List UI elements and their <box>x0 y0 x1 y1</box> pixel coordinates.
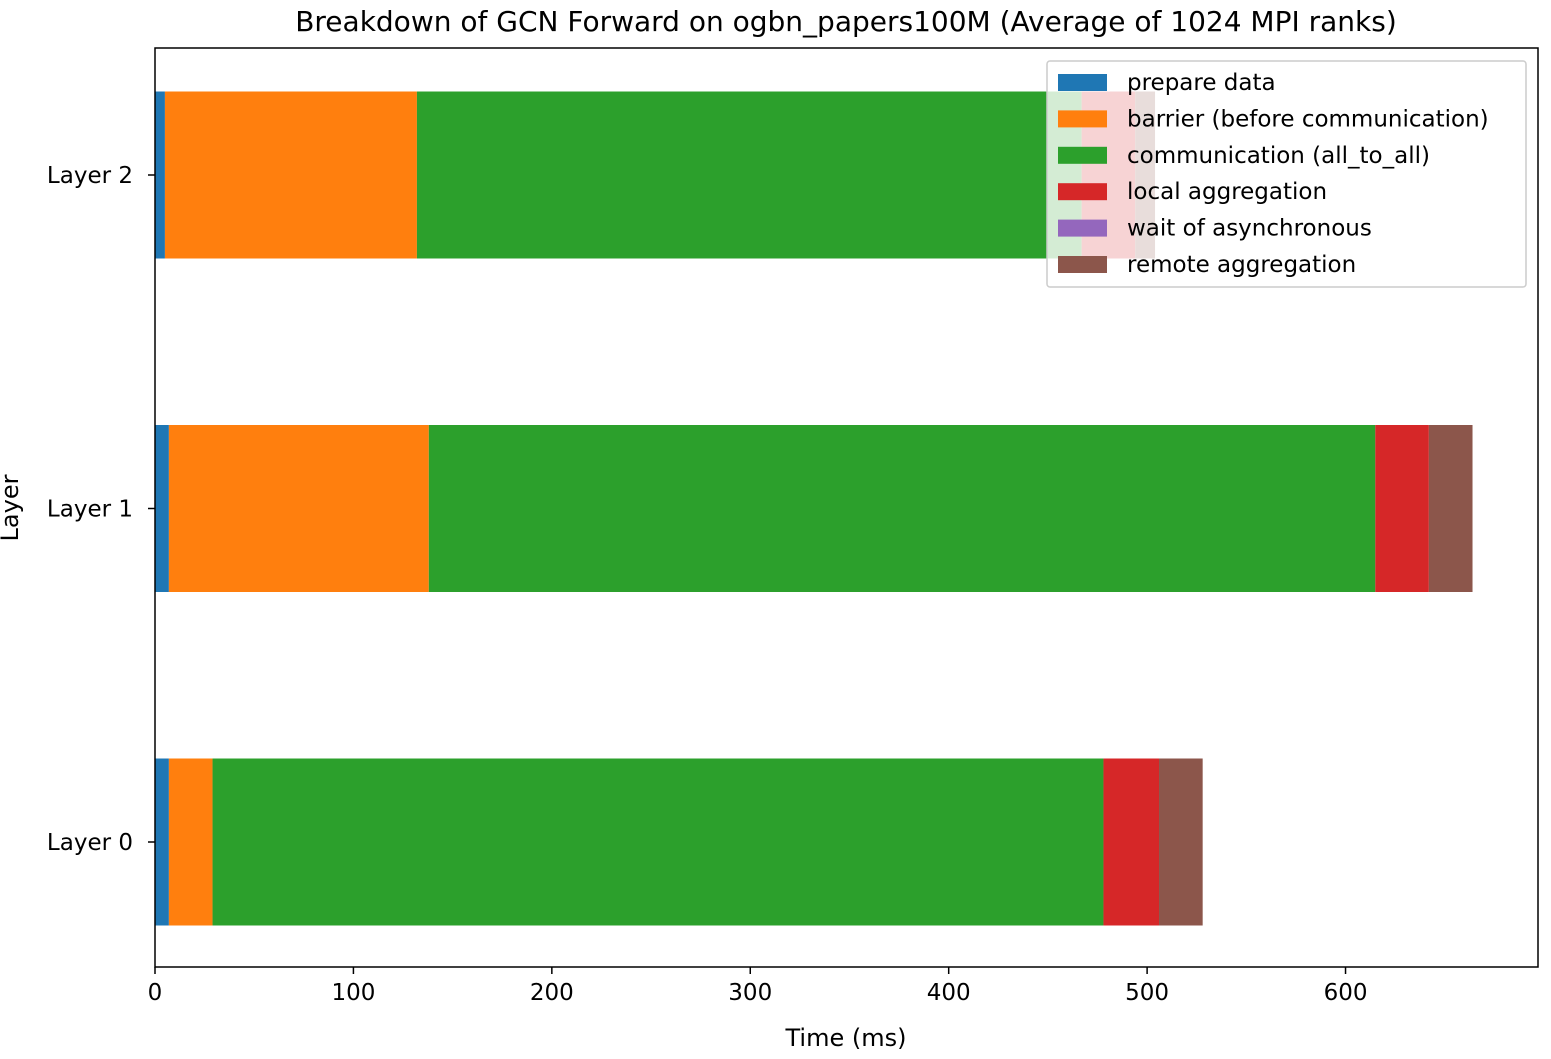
bars-group <box>155 91 1473 926</box>
legend-box <box>1046 60 1527 288</box>
y-tick-label: Layer 0 <box>47 830 133 856</box>
legend-swatch <box>1058 256 1107 273</box>
plot-frame <box>154 47 1539 968</box>
y-axis-label: Layer <box>0 474 24 541</box>
y-axis-ticks: Layer 0 Layer 1 Layer 2 <box>47 163 155 856</box>
legend-entry-label: local aggregation <box>1127 179 1327 205</box>
x-tick-label: 500 <box>1125 980 1169 1006</box>
x-tick-label: 300 <box>728 980 772 1006</box>
legend-swatch <box>1058 74 1107 91</box>
legend-swatch <box>1058 219 1107 237</box>
legend-entry-label: barrier (before communication) <box>1127 106 1489 132</box>
legend-swatch <box>1058 146 1107 164</box>
x-tick-label: 600 <box>1324 980 1368 1006</box>
bar-segment-layer-2-series-2 <box>416 91 1082 259</box>
bar-segment-layer-1-series-5 <box>1428 425 1473 592</box>
bar-segment-layer-1-series-1 <box>168 425 429 592</box>
bar-segment-layer-0-series-5 <box>1159 758 1203 926</box>
bar-segment-layer-0-series-2 <box>212 758 1104 926</box>
bar-segment-layer-0-series-3 <box>1103 758 1160 926</box>
legend: prepare data barrier (before communicatio… <box>1046 60 1527 288</box>
bar-segment-layer-2-series-1 <box>164 91 417 259</box>
legend-swatch <box>1058 183 1107 201</box>
legend-entry-label: wait of asynchronous <box>1127 216 1372 242</box>
bar-segment-layer-0-series-0 <box>155 758 169 926</box>
legend-entry-label: communication (all_to_all) <box>1127 143 1430 169</box>
x-tick-label: 200 <box>530 980 574 1006</box>
bar-segment-layer-1-series-0 <box>155 425 169 592</box>
x-tick-label: 400 <box>927 980 971 1006</box>
bar-segment-layer-1-series-2 <box>428 425 1376 592</box>
x-axis-label: Time (ms) <box>785 1024 907 1052</box>
bar-segment-layer-2-series-0 <box>155 91 165 259</box>
x-axis-ticks: 0 100 200 300 400 500 600 <box>148 967 1368 1006</box>
legend-swatch <box>1058 110 1107 128</box>
x-tick-label: 0 <box>148 980 163 1006</box>
legend-entry-label: prepare data <box>1127 70 1276 96</box>
y-tick-label: Layer 1 <box>47 497 133 523</box>
bar-segment-layer-0-series-1 <box>168 758 213 926</box>
legend-entry-label: remote aggregation <box>1127 252 1356 278</box>
bar-segment-layer-1-series-3 <box>1375 425 1429 592</box>
x-tick-label: 100 <box>331 980 375 1006</box>
chart-title: Breakdown of GCN Forward on ogbn_papers1… <box>295 5 1397 38</box>
y-tick-label: Layer 2 <box>47 163 133 189</box>
